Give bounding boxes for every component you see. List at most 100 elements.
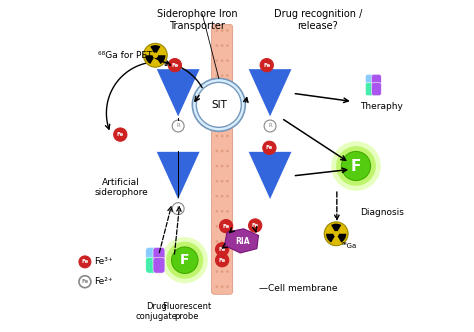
Circle shape (221, 29, 223, 32)
Circle shape (114, 128, 127, 141)
Polygon shape (247, 151, 292, 201)
Text: Fe: Fe (219, 247, 226, 252)
Text: R: R (268, 124, 272, 128)
Circle shape (226, 135, 229, 137)
Polygon shape (155, 151, 201, 201)
Wedge shape (337, 234, 346, 243)
Circle shape (162, 237, 208, 284)
Circle shape (216, 225, 218, 228)
Circle shape (216, 120, 218, 122)
Text: Fe: Fe (266, 145, 273, 150)
Text: ⁶⁸Ga for PET: ⁶⁸Ga for PET (98, 51, 153, 60)
Text: Fe: Fe (117, 132, 124, 137)
Circle shape (226, 180, 229, 183)
Circle shape (216, 240, 218, 243)
FancyBboxPatch shape (146, 247, 158, 263)
Circle shape (226, 74, 229, 77)
Circle shape (172, 120, 184, 132)
Text: ⁶⁸Ga: ⁶⁸Ga (342, 243, 357, 249)
Circle shape (144, 43, 167, 67)
Circle shape (219, 219, 233, 233)
Circle shape (216, 285, 218, 288)
Circle shape (168, 58, 182, 72)
Wedge shape (145, 55, 154, 64)
FancyBboxPatch shape (153, 257, 165, 273)
Circle shape (226, 165, 229, 167)
Text: RIA: RIA (235, 237, 250, 246)
Circle shape (260, 58, 273, 72)
Circle shape (166, 242, 203, 279)
Circle shape (216, 44, 218, 47)
Circle shape (226, 120, 229, 122)
Circle shape (216, 89, 218, 92)
Circle shape (216, 270, 218, 273)
Circle shape (336, 146, 376, 186)
Text: Fe: Fe (82, 259, 89, 264)
Circle shape (221, 180, 223, 183)
Circle shape (216, 150, 218, 152)
Text: Theraphy: Theraphy (360, 102, 403, 111)
Circle shape (221, 165, 223, 167)
Text: Fe³⁺: Fe³⁺ (94, 257, 113, 266)
Circle shape (248, 219, 262, 232)
Polygon shape (247, 68, 292, 118)
Circle shape (226, 285, 229, 288)
Circle shape (264, 120, 276, 132)
Circle shape (216, 165, 218, 167)
Circle shape (216, 255, 218, 258)
Circle shape (226, 105, 229, 107)
Circle shape (221, 270, 223, 273)
Circle shape (221, 195, 223, 198)
Circle shape (216, 74, 218, 77)
Wedge shape (150, 45, 160, 53)
Text: SIT: SIT (211, 100, 227, 110)
Circle shape (216, 210, 218, 212)
Circle shape (216, 195, 218, 198)
Polygon shape (224, 229, 258, 253)
FancyBboxPatch shape (372, 83, 381, 96)
Text: R: R (176, 206, 180, 211)
Circle shape (221, 240, 223, 243)
Circle shape (221, 285, 223, 288)
Text: Siderophore Iron
Transporter: Siderophore Iron Transporter (157, 9, 237, 31)
Circle shape (216, 254, 229, 267)
Polygon shape (155, 68, 201, 118)
Text: Fluorescent
probe: Fluorescent probe (162, 301, 211, 321)
Circle shape (221, 120, 223, 122)
Circle shape (79, 256, 91, 268)
Circle shape (226, 89, 229, 92)
Circle shape (341, 151, 371, 181)
Text: Fe²⁺: Fe²⁺ (94, 277, 113, 286)
Circle shape (79, 276, 91, 288)
Circle shape (221, 225, 223, 228)
Text: Drug
conjugate: Drug conjugate (135, 301, 177, 321)
Circle shape (172, 203, 184, 214)
Circle shape (216, 59, 218, 62)
Circle shape (226, 150, 229, 152)
Circle shape (216, 29, 218, 32)
FancyBboxPatch shape (365, 74, 375, 87)
Circle shape (334, 231, 339, 236)
Circle shape (221, 255, 223, 258)
Circle shape (221, 135, 223, 137)
Text: Artificial
siderophore: Artificial siderophore (94, 178, 148, 197)
Circle shape (226, 44, 229, 47)
Text: Fe: Fe (263, 63, 270, 68)
Circle shape (192, 78, 245, 131)
Circle shape (331, 141, 381, 191)
Text: Drug recognition /
release?: Drug recognition / release? (274, 9, 362, 31)
Circle shape (216, 243, 229, 256)
Circle shape (324, 222, 348, 246)
Circle shape (263, 141, 276, 154)
FancyBboxPatch shape (211, 25, 233, 294)
Circle shape (216, 180, 218, 183)
Circle shape (226, 29, 229, 32)
Wedge shape (326, 234, 335, 243)
Circle shape (221, 150, 223, 152)
Circle shape (221, 210, 223, 212)
Text: Fe: Fe (171, 63, 179, 68)
FancyBboxPatch shape (365, 83, 375, 96)
Text: F: F (180, 253, 190, 267)
Circle shape (221, 105, 223, 107)
Text: Fe: Fe (222, 224, 230, 229)
